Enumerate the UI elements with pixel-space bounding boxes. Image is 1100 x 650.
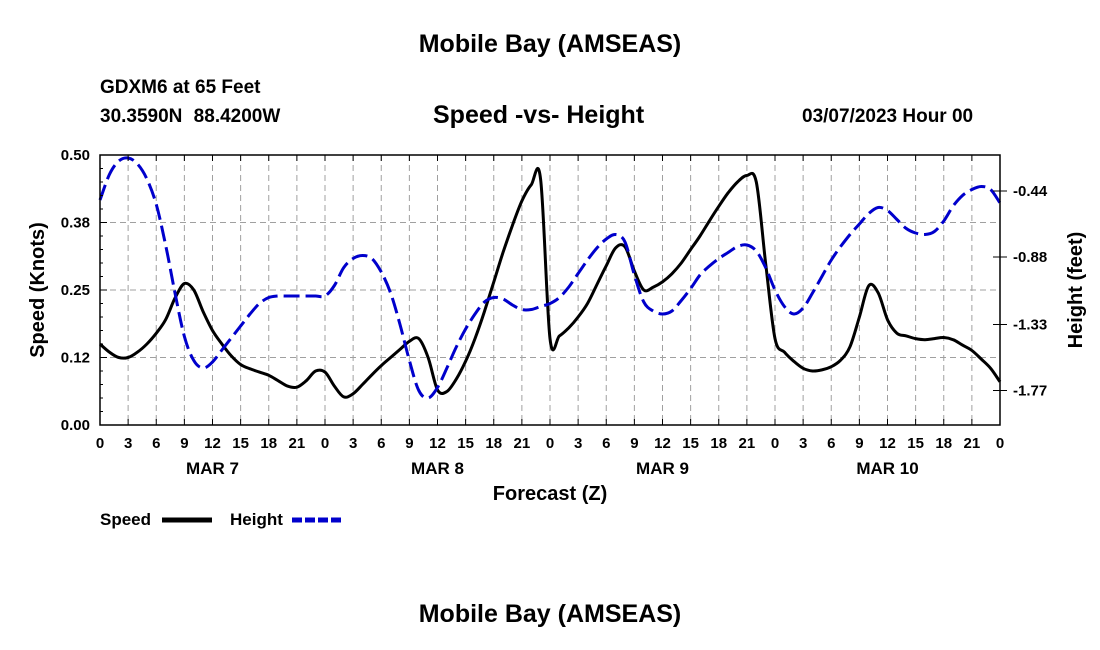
x-tick-label: 6 [152, 435, 160, 452]
y-left-tick-label: 0.38 [61, 215, 90, 232]
x-tick-label: 15 [457, 435, 474, 452]
day-label: MAR 10 [856, 459, 918, 478]
chart-grid [100, 155, 1000, 425]
x-tick-label: 18 [710, 435, 727, 452]
y-left-tick-label: 0.25 [61, 282, 90, 299]
y-right-tick-label: -1.77 [1013, 383, 1047, 400]
y-left-tick-label: 0.00 [61, 417, 90, 434]
x-tick-label: 21 [964, 435, 981, 452]
x-tick-label: 0 [546, 435, 554, 452]
x-tick-label: 15 [232, 435, 249, 452]
x-tick-label: 15 [682, 435, 699, 452]
x-tick-label: 0 [771, 435, 779, 452]
chart-legend: Speed Height [100, 510, 342, 529]
day-label: MAR 9 [636, 459, 689, 478]
x-tick-label: 6 [377, 435, 385, 452]
x-tick-label: 0 [321, 435, 329, 452]
x-tick-label: 15 [907, 435, 924, 452]
x-tick-label: 18 [935, 435, 952, 452]
x-tick-label: 3 [349, 435, 357, 452]
legend-label-speed: Speed [100, 510, 151, 529]
x-tick-label: 21 [739, 435, 756, 452]
x-tick-label: 9 [180, 435, 188, 452]
x-tick-label: 12 [654, 435, 671, 452]
x-tick-label: 9 [855, 435, 863, 452]
chart-series [98, 156, 1002, 400]
x-tick-label: 12 [879, 435, 896, 452]
bottom-title: Mobile Bay (AMSEAS) [418, 600, 682, 628]
x-tick-label: 3 [574, 435, 582, 452]
x-tick-label: 6 [827, 435, 835, 452]
x-tick-label: 12 [429, 435, 446, 452]
x-tick-label: 3 [799, 435, 807, 452]
x-tick-label: 3 [124, 435, 132, 452]
y-left-tick-label: 0.12 [61, 350, 90, 367]
x-tick-label: 9 [630, 435, 638, 452]
series-line-speed [99, 167, 1002, 399]
y-right-tick-label: -0.88 [1013, 249, 1047, 266]
x-axis-title: Forecast (Z) [493, 483, 607, 505]
chart-axes: 0 3 6 9 12 15 18 21 0 3 6 9 12 15 18 21 0 3 6 9 12 15 18 21 0 3 6 9… [61, 147, 1048, 478]
x-tick-label: 18 [485, 435, 502, 452]
main-title: Mobile Bay (AMSEAS) [418, 30, 682, 58]
x-tick-label: 6 [602, 435, 610, 452]
day-label: MAR 8 [411, 459, 464, 478]
x-tick-label: 9 [405, 435, 413, 452]
legend-label-height: Height [230, 510, 283, 529]
chart-subtitle: Speed -vs- Height [433, 101, 645, 129]
y-axis-right-title: Height (feet) [1065, 232, 1087, 349]
x-tick-label: 21 [289, 435, 306, 452]
series-line-height [98, 156, 1002, 400]
forecast-run-time: 03/07/2023 Hour 00 [802, 106, 974, 127]
station-coords: 30.3590N 88.4200W [100, 106, 281, 127]
x-tick-label: 18 [260, 435, 277, 452]
x-tick-label: 0 [96, 435, 104, 452]
y-left-tick-label: 0.50 [61, 147, 90, 164]
y-axis-left-title: Speed (Knots) [27, 222, 49, 358]
station-name: GDXM6 at 65 Feet [100, 77, 261, 98]
x-tick-label: 21 [514, 435, 531, 452]
day-label: MAR 7 [186, 459, 239, 478]
x-tick-label: 12 [204, 435, 221, 452]
y-right-tick-label: -1.33 [1013, 317, 1047, 334]
y-right-tick-label: -0.44 [1013, 183, 1048, 200]
x-tick-label: 0 [996, 435, 1004, 452]
